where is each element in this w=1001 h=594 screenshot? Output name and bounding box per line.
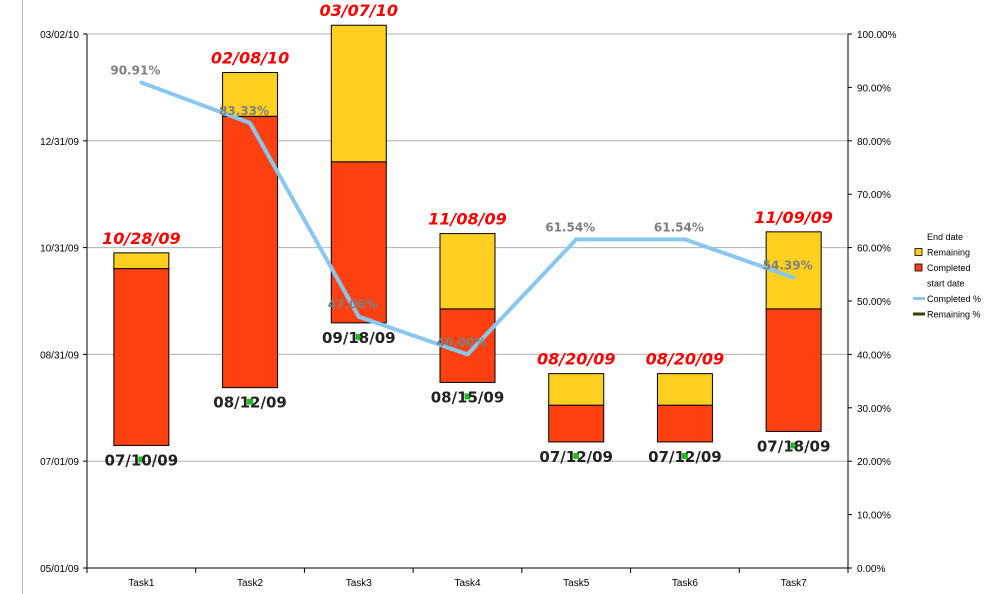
category-label: Task2 [237, 578, 264, 589]
completed-percent-label: 90.91% [110, 64, 160, 78]
remaining-bar [113, 252, 170, 270]
start-date-marker [247, 398, 254, 405]
end-date-label: 11/08/09 [428, 210, 506, 229]
category-label: Task1 [128, 578, 155, 589]
right-tick-label: 70.00% [857, 190, 891, 201]
category-label: Task6 [672, 578, 699, 589]
completed-bar [222, 115, 279, 389]
right-tick-label: 10.00% [857, 511, 891, 522]
legend-label: Completed [927, 263, 971, 273]
legend-label: End date [927, 232, 963, 242]
start-date-label: 07/12/09 [539, 448, 613, 466]
category-label: Task3 [346, 578, 373, 589]
remaining-bar [330, 24, 387, 163]
end-date-label: 03/07/10 [320, 1, 398, 20]
right-tick-label: 50.00% [857, 297, 891, 308]
legend-label: Remaining % [927, 310, 981, 320]
end-date-label: 10/28/09 [102, 229, 180, 248]
start-date-marker [790, 442, 797, 449]
left-tick-label: 07/01/09 [40, 457, 79, 468]
end-date-label: 11/09/09 [754, 208, 832, 227]
completed-percent-label: 40.00% [437, 335, 487, 349]
completed-percent-label: 54.39% [763, 259, 813, 273]
completed-percent-label: 83.33% [219, 104, 269, 118]
left-tick-label: 12/31/09 [40, 137, 79, 148]
start-date-marker [681, 452, 688, 459]
legend-swatch-completed [914, 263, 923, 272]
start-date-label: 07/12/09 [648, 448, 722, 466]
start-date-marker [138, 456, 145, 463]
category-label: Task4 [454, 578, 481, 589]
start-date-label: 07/10/09 [105, 451, 179, 469]
right-tick-label: 30.00% [857, 404, 891, 415]
left-tick-label: 10/31/09 [40, 244, 79, 255]
remaining-bar [222, 72, 279, 117]
completed-percent-label: 47.06% [328, 298, 378, 312]
end-date-label: 02/08/10 [211, 49, 289, 68]
completed-percent-label: 61.54% [654, 220, 704, 234]
legend-label: Completed % [927, 294, 981, 304]
remaining-bar [656, 373, 713, 406]
start-date-marker [464, 393, 471, 400]
start-date-label: 08/12/09 [213, 394, 287, 412]
completed-bar [656, 404, 713, 443]
right-tick-label: 90.00% [857, 83, 891, 94]
start-date-label: 09/18/09 [322, 329, 396, 347]
remaining-bar [548, 373, 605, 406]
completed-bar [765, 308, 822, 432]
completed-bar [113, 268, 170, 446]
left-tick-label: 08/31/09 [40, 350, 79, 361]
start-date-marker [355, 333, 362, 340]
completed-bar [548, 404, 605, 443]
right-tick-label: 40.00% [857, 350, 891, 361]
completed-percent-line [139, 80, 796, 357]
spreadsheet-row-strip [0, 0, 23, 594]
remaining-bar [439, 233, 496, 310]
legend-label: start date [927, 279, 965, 289]
left-tick-label: 05/01/09 [40, 564, 79, 575]
end-date-label: 08/20/09 [537, 350, 615, 369]
right-tick-label: 100.00% [857, 30, 897, 41]
legend-label: Remaining [927, 248, 970, 258]
completed-percent-label: 61.54% [545, 220, 595, 234]
legend-swatch-remaining [914, 248, 923, 256]
category-label: Task7 [781, 578, 808, 589]
category-label: Task5 [563, 578, 590, 589]
completed-bar [330, 161, 387, 324]
start-date-marker [573, 452, 580, 459]
right-tick-label: 20.00% [857, 457, 891, 468]
right-tick-label: 0.00% [857, 564, 885, 575]
right-tick-label: 60.00% [857, 244, 891, 255]
end-date-label: 08/20/09 [646, 350, 724, 369]
start-date-label: 08/15/09 [431, 388, 505, 406]
right-tick-label: 80.00% [857, 137, 891, 148]
start-date-label: 07/18/09 [757, 437, 831, 455]
left-tick-label: 03/02/10 [40, 30, 79, 41]
